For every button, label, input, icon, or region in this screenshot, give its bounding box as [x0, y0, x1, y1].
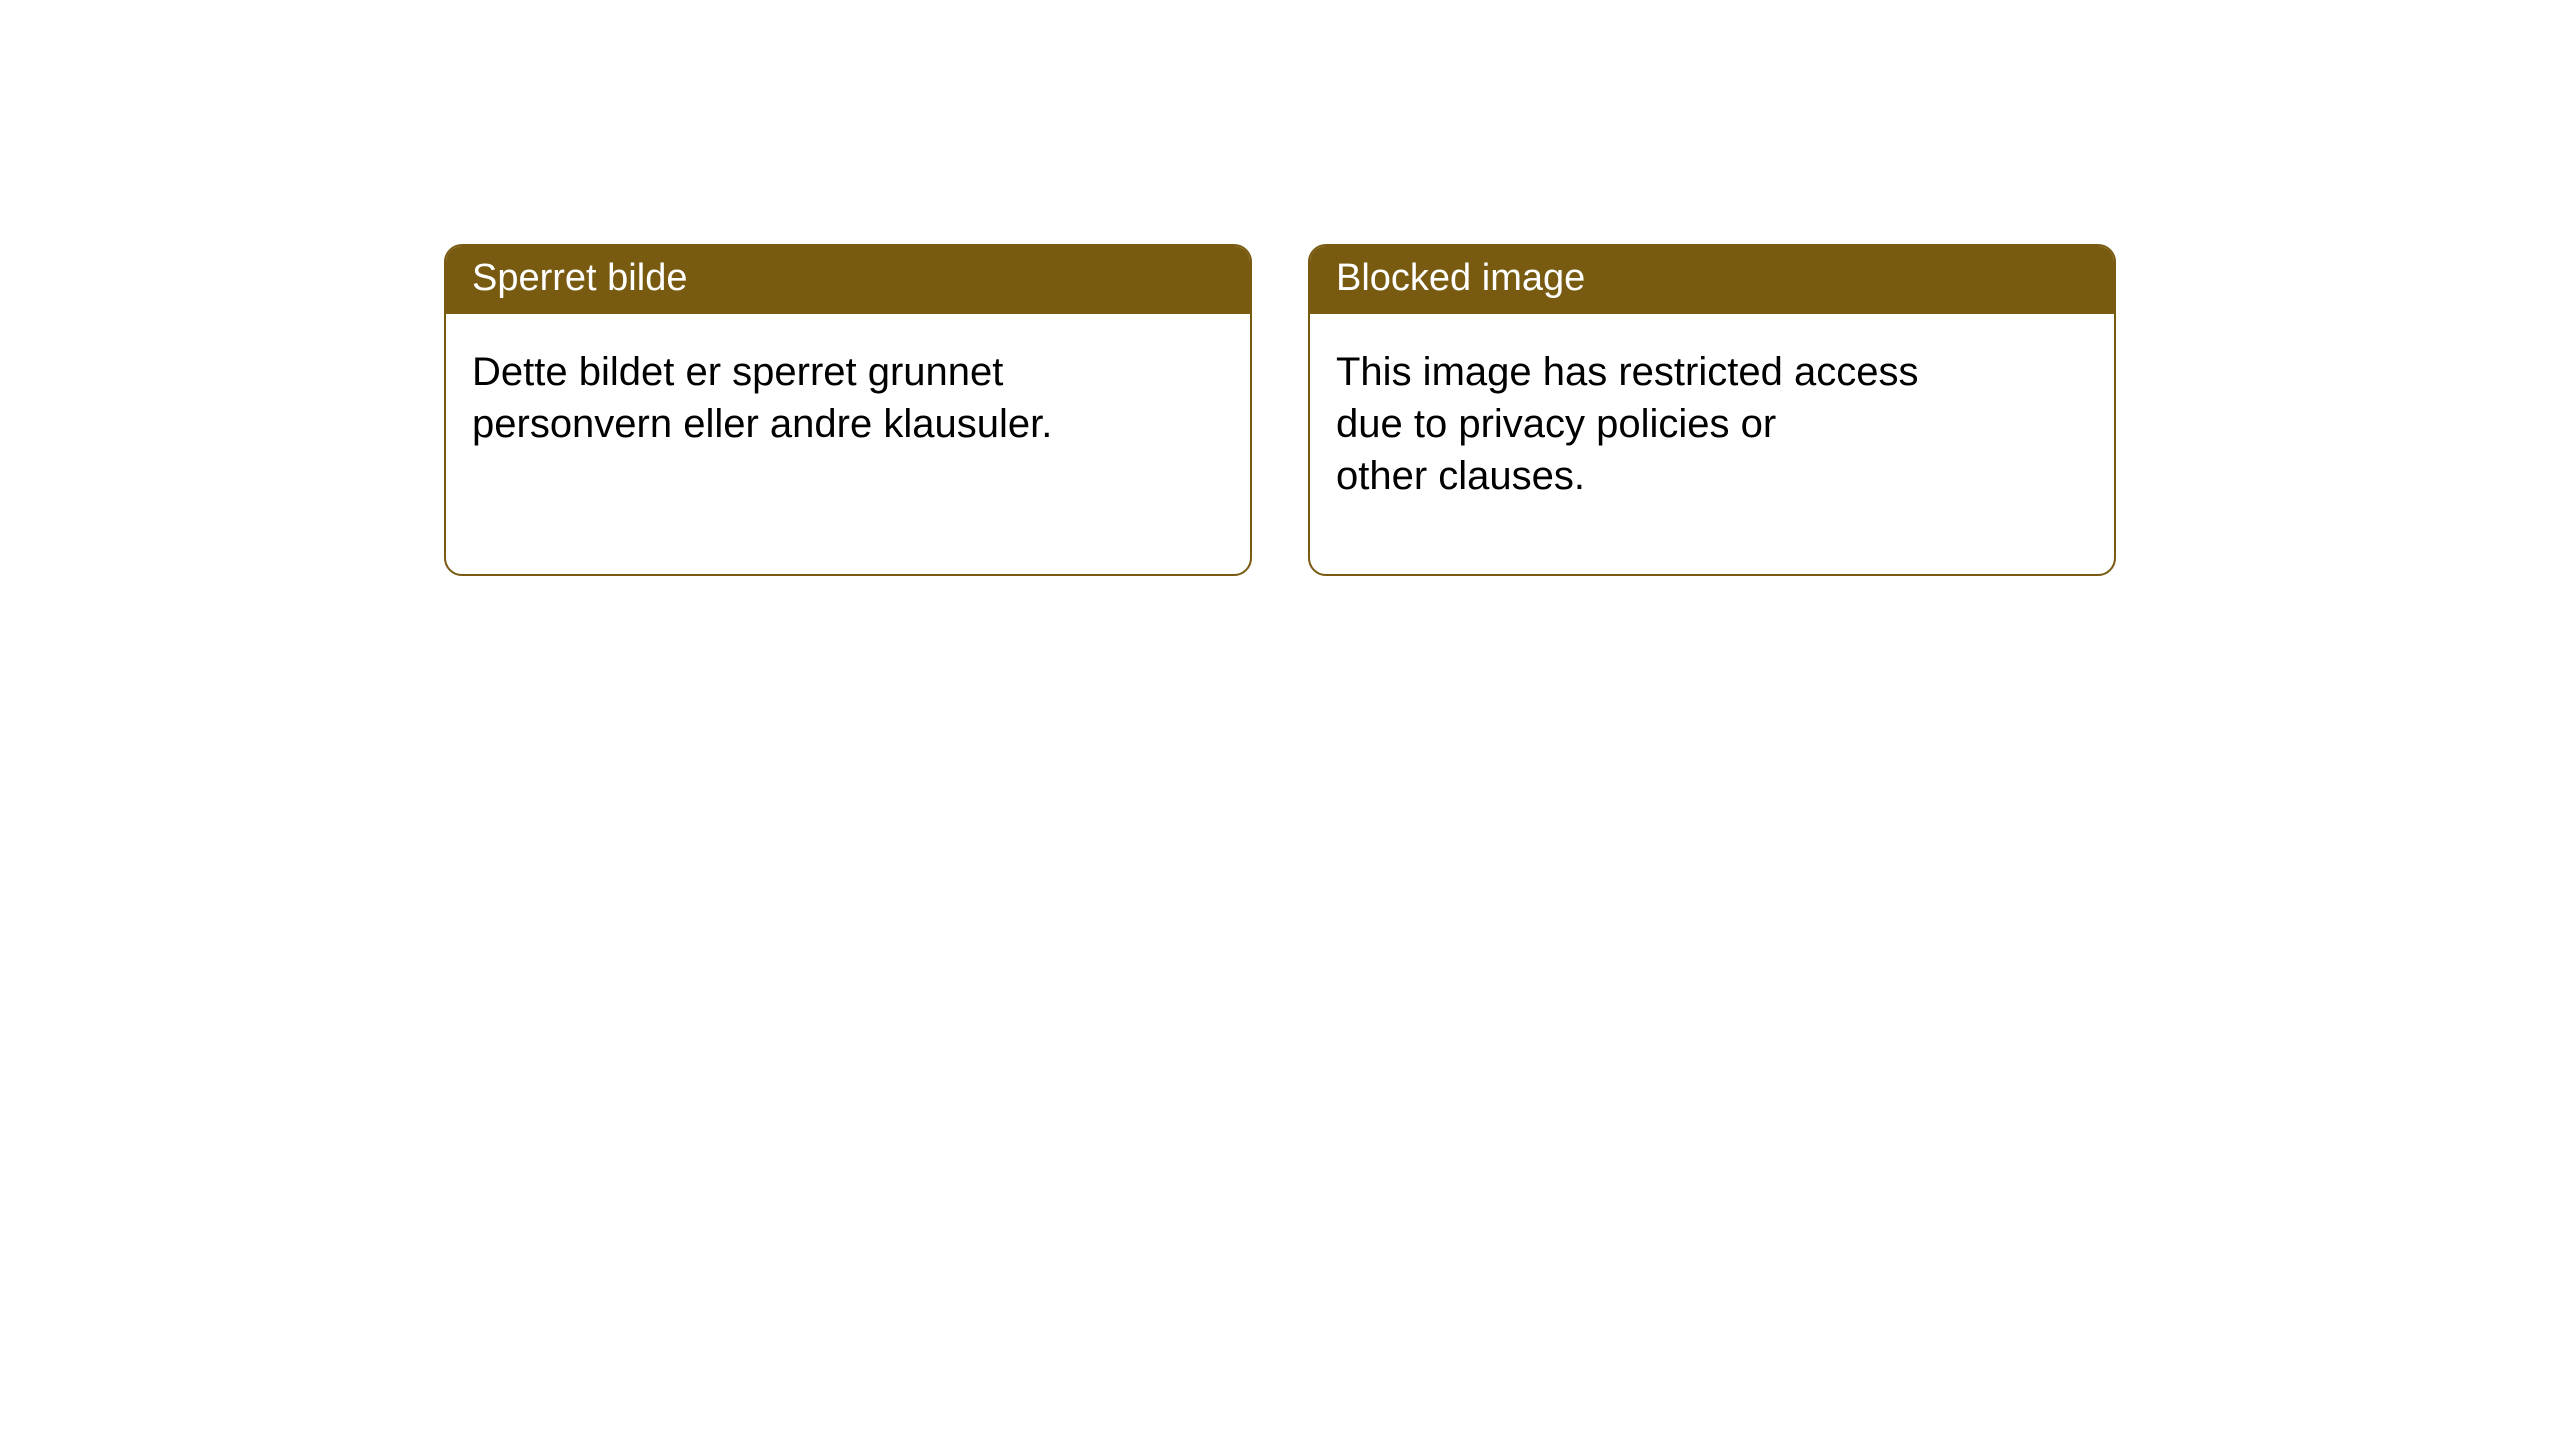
- notice-cards-container: Sperret bilde Dette bildet er sperret gr…: [444, 244, 2116, 1440]
- card-body-text: Dette bildet er sperret grunnet personve…: [446, 314, 1250, 482]
- card-title: Sperret bilde: [446, 246, 1250, 314]
- card-title: Blocked image: [1310, 246, 2114, 314]
- card-body-text: This image has restricted access due to …: [1310, 314, 2114, 534]
- notice-card-norwegian: Sperret bilde Dette bildet er sperret gr…: [444, 244, 1252, 576]
- notice-card-english: Blocked image This image has restricted …: [1308, 244, 2116, 576]
